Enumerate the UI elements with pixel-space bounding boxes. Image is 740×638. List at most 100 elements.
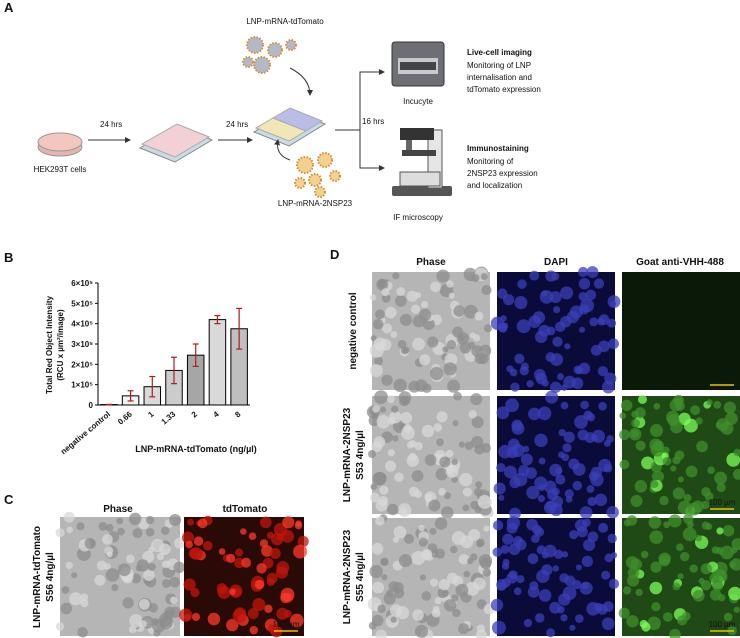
cell	[597, 365, 609, 377]
cell	[732, 468, 740, 480]
cell	[468, 341, 475, 349]
cell	[583, 538, 596, 552]
cell	[422, 318, 435, 331]
micrograph	[366, 390, 494, 519]
micrograph	[490, 516, 620, 638]
cell	[662, 612, 673, 622]
cell	[372, 581, 385, 594]
cell	[447, 379, 461, 393]
cell	[575, 564, 582, 571]
cell	[411, 304, 421, 314]
cell	[574, 519, 588, 532]
cell	[369, 364, 383, 378]
cell	[152, 619, 166, 633]
cell	[169, 576, 180, 588]
cell	[528, 407, 541, 421]
cell	[683, 493, 692, 502]
cell	[553, 306, 561, 314]
lnp-label: LNP-mRNA-2NSP23	[278, 199, 353, 208]
cell	[452, 608, 461, 618]
cell	[526, 485, 540, 500]
cell	[117, 563, 131, 577]
cell	[458, 623, 470, 635]
cell	[698, 577, 705, 585]
cell	[373, 436, 386, 448]
cell	[94, 574, 106, 586]
cell	[515, 539, 527, 551]
cell	[369, 492, 380, 503]
cell	[608, 338, 619, 350]
cell	[387, 503, 399, 516]
cell	[503, 465, 517, 479]
cell	[438, 579, 450, 591]
cell	[436, 411, 448, 423]
cell	[560, 384, 568, 391]
cell	[589, 317, 599, 327]
cell	[578, 291, 588, 301]
cell	[369, 564, 383, 579]
cell	[421, 549, 433, 561]
cell	[371, 542, 384, 555]
cell	[226, 553, 236, 563]
cell	[434, 597, 442, 605]
cell	[469, 332, 476, 339]
cell	[375, 516, 385, 526]
cell	[375, 309, 385, 320]
cell	[538, 484, 546, 492]
cell	[418, 537, 428, 547]
cell	[497, 288, 508, 299]
cell	[563, 431, 575, 443]
cell	[377, 278, 387, 289]
cell	[731, 547, 738, 554]
cell	[392, 536, 400, 543]
micrograph: 100 µm	[622, 272, 740, 390]
cell	[587, 496, 597, 507]
cell	[598, 401, 607, 411]
x-tick-label: 2	[190, 409, 200, 419]
cell	[396, 606, 410, 620]
cell	[677, 500, 692, 515]
cell	[419, 574, 427, 581]
micrographs: 100 µm 100 µm 100 µm 100 µm	[55, 266, 740, 638]
cell	[372, 471, 387, 486]
cell	[445, 449, 454, 458]
cell	[531, 534, 540, 543]
cell	[129, 614, 143, 628]
cell	[436, 269, 450, 283]
cell	[626, 615, 639, 628]
cell	[77, 627, 88, 638]
y-tick-label: 4×10⁵	[71, 320, 93, 329]
cell	[650, 561, 662, 573]
cell	[672, 456, 681, 465]
cell	[586, 266, 599, 278]
cell	[569, 530, 579, 540]
cell	[635, 440, 646, 451]
column-header: DAPI	[544, 257, 568, 268]
cell	[460, 535, 474, 549]
cell	[538, 457, 546, 465]
cell	[476, 538, 485, 547]
cell	[577, 429, 589, 441]
cell	[669, 628, 681, 638]
row-label: LNP-mRNA-2NSP23	[342, 407, 353, 502]
cell	[552, 336, 563, 347]
cell	[591, 429, 606, 443]
cell	[403, 533, 414, 544]
cell	[174, 537, 186, 549]
cell	[683, 418, 698, 433]
cell	[126, 554, 135, 564]
cell	[463, 570, 471, 578]
cell	[730, 558, 740, 571]
cell	[520, 453, 533, 466]
cell	[728, 586, 740, 601]
cell	[476, 624, 486, 634]
cell	[270, 532, 284, 546]
cell	[401, 426, 415, 440]
cell	[468, 410, 477, 419]
cell	[497, 322, 508, 332]
cell	[60, 602, 73, 615]
cell	[218, 548, 226, 555]
cell	[537, 406, 552, 421]
cell	[578, 277, 591, 290]
micrograph: 100 µm	[619, 394, 740, 517]
